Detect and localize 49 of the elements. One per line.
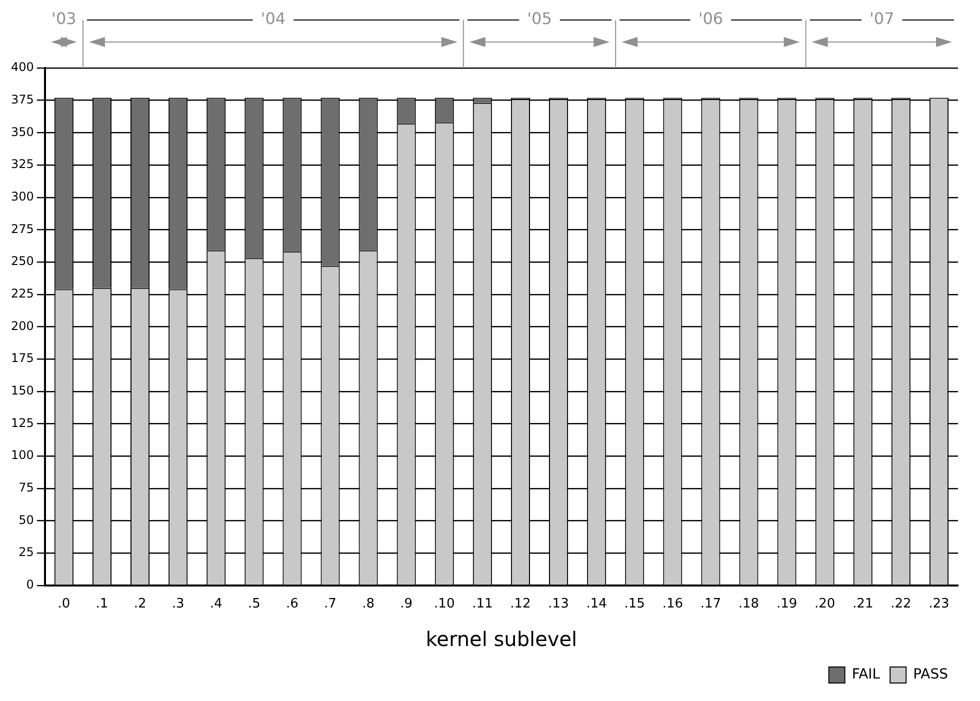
x-tick-label: .20 xyxy=(814,596,836,612)
x-tick-label: .13 xyxy=(548,596,569,612)
x-tick-label: .3 xyxy=(172,596,184,612)
x-tick-label: .18 xyxy=(738,596,760,612)
text: '07 xyxy=(870,9,894,28)
x-tick-label: .1 xyxy=(96,596,108,612)
x-tick-label: .19 xyxy=(776,596,798,612)
y-tick-label: 400 xyxy=(11,60,34,74)
y-tick-label: 350 xyxy=(11,124,34,139)
x-tick-label: .2 xyxy=(134,596,146,612)
x-tick-label: .9 xyxy=(400,596,413,612)
text: '05 xyxy=(527,9,552,28)
y-tick-label: 175 xyxy=(11,351,34,366)
y-tick-label: 225 xyxy=(11,286,34,300)
x-axis-title: kernel sublevel xyxy=(426,627,578,652)
x-tick-label: .6 xyxy=(286,596,298,612)
y-tick-label: 0 xyxy=(26,578,34,592)
x-tick-label: .22 xyxy=(890,596,912,612)
y-tick-label: 375 xyxy=(11,92,34,106)
x-tick-label: .12 xyxy=(510,596,531,612)
legend-label: FAIL xyxy=(852,666,880,683)
x-tick-label: .14 xyxy=(586,596,607,612)
x-tick-label: .15 xyxy=(624,596,645,612)
x-tick-label: .11 xyxy=(472,596,493,612)
x-tick-label: .17 xyxy=(700,596,722,612)
y-tick-label: 200 xyxy=(11,318,34,333)
x-tick-label: .0 xyxy=(58,596,70,612)
legend-label: PASS xyxy=(913,666,948,683)
x-tick-label: .5 xyxy=(248,596,260,612)
y-tick-label: 125 xyxy=(11,416,34,430)
x-tick-label: .4 xyxy=(210,596,222,612)
x-tick-label: .21 xyxy=(852,596,874,612)
text: '03 xyxy=(52,9,76,28)
x-tick-label: .16 xyxy=(662,596,683,612)
y-tick-label: 300 xyxy=(11,189,34,204)
y-tick-label: 75 xyxy=(18,480,34,495)
x-tick-label: .10 xyxy=(434,596,455,612)
x-tick-label: .7 xyxy=(324,596,336,612)
y-tick-label: 25 xyxy=(18,545,34,560)
text: '06 xyxy=(698,9,724,28)
text: '04 xyxy=(260,9,286,28)
y-tick-label: 100 xyxy=(11,448,34,462)
y-tick-label: 250 xyxy=(11,254,34,268)
y-tick-label: 150 xyxy=(11,384,34,398)
x-tick-label: .23 xyxy=(928,596,950,612)
y-tick-label: 325 xyxy=(11,157,34,172)
y-tick-label: 275 xyxy=(11,222,34,236)
y-tick-label: 50 xyxy=(18,512,34,527)
x-tick-label: .8 xyxy=(362,596,374,612)
